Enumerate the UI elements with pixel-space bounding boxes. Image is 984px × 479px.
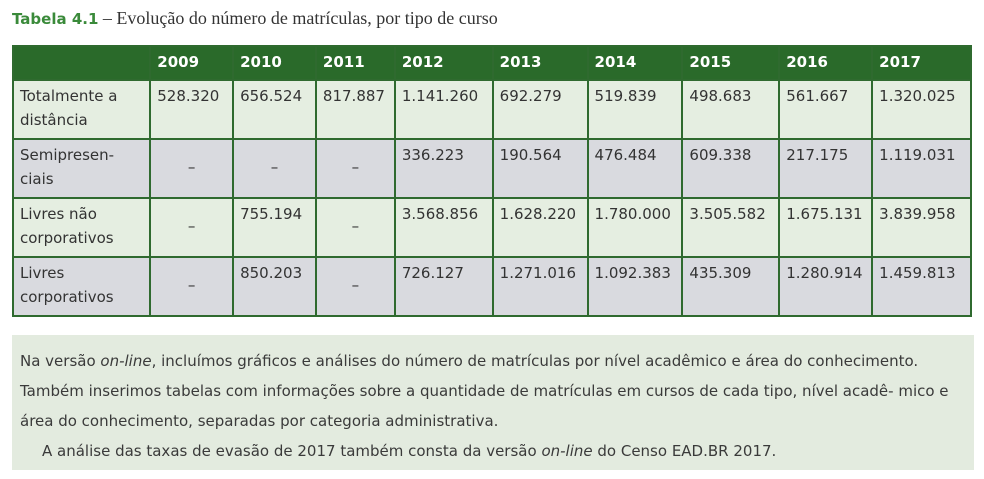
- table-cell: –: [314, 197, 396, 258]
- header-cell: 2010: [232, 45, 317, 81]
- table-cell: 817.887: [314, 79, 396, 140]
- table-cell: 1.280.914: [778, 256, 874, 317]
- table-cell: 1.780.000: [586, 197, 684, 258]
- title-text: – Evolução do número de matrículas, por …: [98, 8, 498, 28]
- table-cell: 1.320.025: [871, 79, 972, 140]
- table-cell: 528.320: [149, 79, 235, 140]
- row-label: Totalmente a distância: [11, 79, 152, 140]
- table-cell: 336.223: [393, 138, 494, 199]
- table-cell: 435.309: [681, 256, 781, 317]
- table-cell: 755.194: [232, 197, 317, 258]
- note-paragraph: Na versão on-line, incluímos gráficos e …: [20, 346, 966, 436]
- note-text: A análise das taxas de evasão de 2017 ta…: [42, 442, 542, 460]
- header-cell: 2014: [586, 45, 684, 81]
- note-box: Na versão on-line, incluímos gráficos e …: [12, 335, 974, 470]
- header-cell: [11, 45, 152, 81]
- row-label: Semipresen- ciais: [11, 138, 152, 199]
- table-row: Livres corporativos –850.203–726.127 1.271…: [11, 256, 972, 317]
- title-label: Tabela 4.1: [12, 10, 99, 28]
- table-cell: 190.564: [491, 138, 589, 199]
- table-cell: 3.505.582: [681, 197, 781, 258]
- table-cell: 1.459.813: [871, 256, 972, 317]
- header-cell: 2013: [491, 45, 589, 81]
- header-cell: 2012: [393, 45, 494, 81]
- data-table: 2009 2010 2011 2012 2013 2014 2015 2016 2017 Tota…: [11, 45, 972, 317]
- header-cell: 2017: [871, 45, 972, 81]
- table-cell: –: [314, 138, 396, 199]
- table-cell: 692.279: [491, 79, 589, 140]
- table-cell: 726.127: [393, 256, 494, 317]
- header-row: 2009 2010 2011 2012 2013 2014 2015 2016 2017: [11, 45, 972, 81]
- table-cell: 850.203: [232, 256, 317, 317]
- note-paragraph: A análise das taxas de evasão de 2017 ta…: [20, 436, 966, 466]
- row-label: Livres corporativos: [11, 256, 152, 317]
- table-cell: 519.839: [586, 79, 684, 140]
- table-cell: 656.524: [232, 79, 317, 140]
- table-title: Tabela 4.1 – Evolução do número de matrí…: [12, 8, 498, 29]
- table-cell: –: [314, 256, 396, 317]
- table-row: Totalmente a distância 528.320 656.524 817.…: [11, 79, 972, 140]
- table-cell: –: [149, 256, 235, 317]
- table-cell: –: [149, 138, 235, 199]
- table-cell: 1.628.220: [491, 197, 589, 258]
- table-cell: 217.175: [778, 138, 874, 199]
- header-cell: 2015: [681, 45, 781, 81]
- table-cell: 609.338: [681, 138, 781, 199]
- table-cell: –: [232, 138, 317, 199]
- header-cell: 2016: [778, 45, 874, 81]
- note-text: do Censo EAD.BR 2017.: [592, 442, 777, 460]
- table-row: Semipresen- ciais – – –336.223 190.564 476.48…: [11, 138, 972, 199]
- header-cell: 2009: [149, 45, 235, 81]
- table-cell: 3.839.958: [871, 197, 972, 258]
- note-text: Na versão: [20, 352, 101, 370]
- header-cell: 2011: [314, 45, 396, 81]
- table-cell: 498.683: [681, 79, 781, 140]
- table-cell: 1.271.016: [491, 256, 589, 317]
- table-cell: 1.141.260: [393, 79, 494, 140]
- table-cell: –: [149, 197, 235, 258]
- note-text: on-line: [541, 442, 593, 460]
- table-row: Livres não corporativos –755.194–3.568.85…: [11, 197, 972, 258]
- table-cell: 1.092.383: [586, 256, 684, 317]
- table-cell: 1.675.131: [778, 197, 874, 258]
- note-text: , incluímos gráficos e análises do númer…: [20, 352, 949, 430]
- row-label: Livres não corporativos: [11, 197, 152, 258]
- note-text: on-line: [100, 352, 152, 370]
- table-cell: 3.568.856: [393, 197, 494, 258]
- table-cell: 561.667: [778, 79, 874, 140]
- table-cell: 476.484: [586, 138, 684, 199]
- table-cell: 1.119.031: [871, 138, 972, 199]
